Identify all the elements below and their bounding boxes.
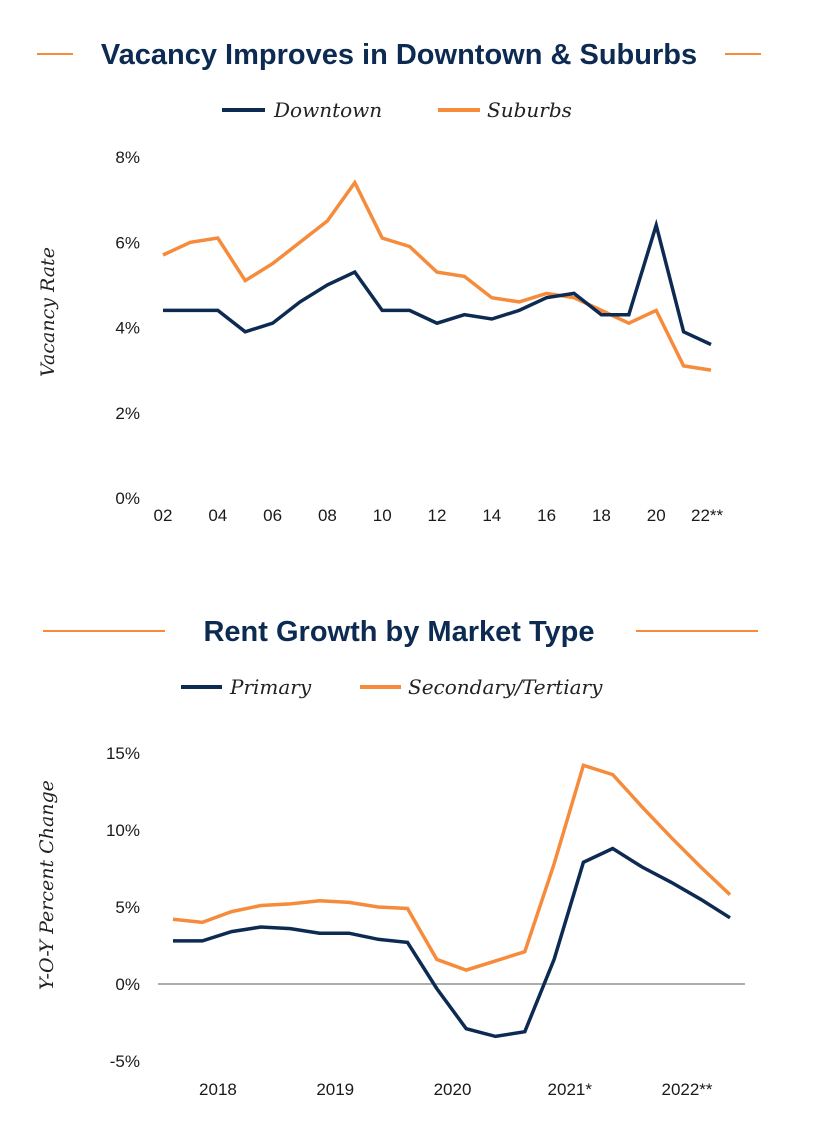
y-axis-ticks: 0% 2% 4% 6% 8%	[115, 148, 140, 508]
x-tick-label: 2022**	[661, 1080, 712, 1099]
series-line-suburbs	[162, 179, 712, 372]
y-tick-label: 2%	[115, 404, 140, 423]
y-tick-label: 4%	[115, 319, 140, 338]
x-tick-label: 10	[373, 506, 392, 525]
chart-title: Vacancy Improves in Downtown & Suburbs	[101, 39, 697, 71]
x-tick-label: 06	[263, 506, 282, 525]
x-tick-label: 20	[647, 506, 666, 525]
chart-title: Rent Growth by Market Type	[203, 616, 594, 648]
x-tick-label: 2021*	[548, 1080, 593, 1099]
y-tick-label: 0%	[115, 489, 140, 508]
x-tick-label: 16	[537, 506, 556, 525]
series-line-downtown	[163, 218, 712, 347]
series-line-primary	[173, 846, 731, 1039]
series-line-secondary-tertiary	[172, 763, 732, 972]
series-lines	[172, 763, 732, 1039]
x-tick-label: 02	[154, 506, 173, 525]
y-axis-title: Vacancy Rate	[37, 247, 59, 377]
x-tick-label: 18	[592, 506, 611, 525]
x-tick-label: 12	[428, 506, 447, 525]
y-axis-ticks: -5% 0% 5% 10% 15%	[106, 744, 140, 1071]
x-tick-label: 04	[208, 506, 227, 525]
y-tick-label: 15%	[106, 744, 140, 763]
x-tick-label: 2019	[316, 1080, 354, 1099]
y-tick-label: -5%	[110, 1052, 140, 1071]
series-lines	[162, 179, 712, 372]
rent-growth-chart: Rent Growth by Market Type Primary Secon…	[36, 616, 758, 1099]
x-axis-ticks: 02 04 06 08 10 12 14 16 18 20 22**	[154, 506, 724, 525]
y-tick-label: 5%	[115, 898, 140, 917]
x-tick-label: 2020	[434, 1080, 472, 1099]
x-tick-label: 08	[318, 506, 337, 525]
y-tick-label: 8%	[115, 148, 140, 167]
x-tick-label: 2018	[199, 1080, 237, 1099]
y-axis-title: Y-O-Y Percent Change	[36, 780, 58, 990]
y-tick-label: 6%	[115, 233, 140, 252]
legend-label-primary: Primary	[229, 675, 312, 699]
legend-label-suburbs: Suburbs	[487, 98, 572, 122]
legend: Downtown Suburbs	[222, 98, 572, 122]
legend-label-downtown: Downtown	[273, 98, 382, 122]
x-tick-label: 22**	[691, 506, 724, 525]
legend: Primary Secondary/Tertiary	[181, 675, 603, 699]
x-axis-ticks: 2018 2019 2020 2021* 2022**	[199, 1080, 713, 1099]
vacancy-chart: Vacancy Improves in Downtown & Suburbs D…	[37, 39, 761, 525]
y-tick-label: 10%	[106, 821, 140, 840]
legend-label-secondary-tertiary: Secondary/Tertiary	[408, 675, 603, 699]
x-tick-label: 14	[482, 506, 501, 525]
y-tick-label: 0%	[115, 975, 140, 994]
